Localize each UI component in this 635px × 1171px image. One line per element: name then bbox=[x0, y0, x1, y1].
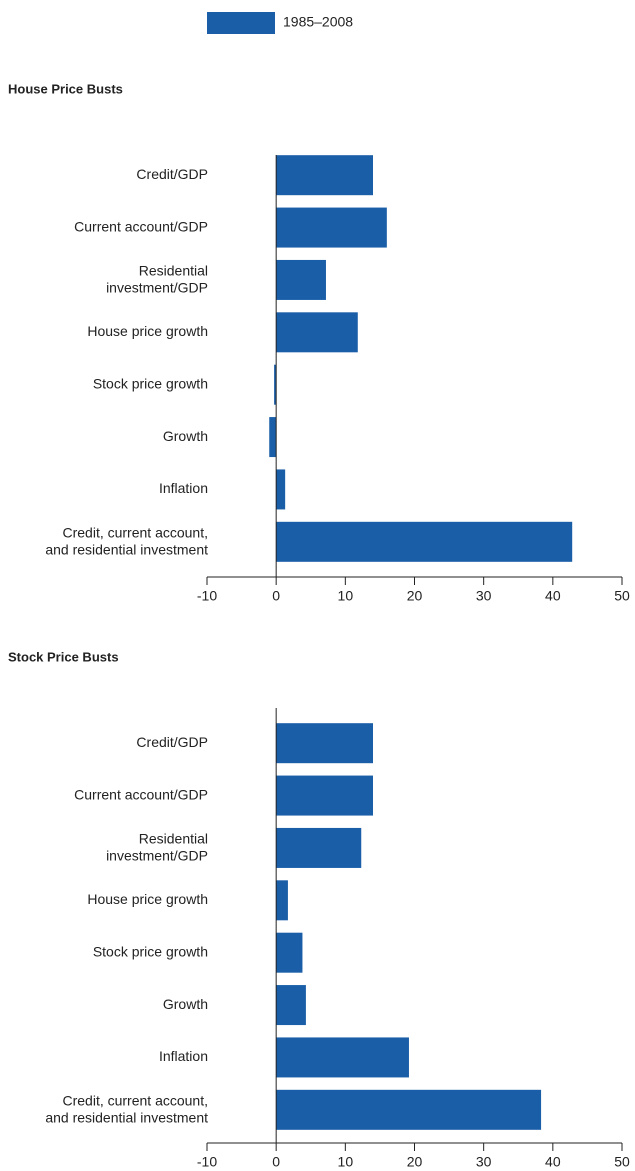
x-tick-label: 20 bbox=[407, 1154, 423, 1170]
bar bbox=[276, 1037, 409, 1078]
x-tick-label: 10 bbox=[338, 588, 354, 604]
x-tick-label: 50 bbox=[614, 588, 630, 604]
legend-swatch bbox=[207, 12, 275, 34]
bar bbox=[276, 985, 306, 1026]
x-tick-label: 0 bbox=[272, 588, 280, 604]
chart-title: Stock Price Busts bbox=[8, 649, 119, 664]
bar bbox=[269, 417, 277, 458]
y-tick-label: Current account/GDP bbox=[74, 786, 208, 802]
x-tick-label: 30 bbox=[476, 1154, 492, 1170]
bar bbox=[276, 207, 387, 248]
y-tick-label: Stock price growth bbox=[93, 943, 208, 959]
x-tick-label: 40 bbox=[545, 588, 561, 604]
x-tick-label: 40 bbox=[545, 1154, 561, 1170]
y-tick-label: Residential investment/GDP bbox=[106, 830, 208, 863]
x-tick-label: 30 bbox=[476, 588, 492, 604]
bar bbox=[276, 723, 373, 764]
y-tick-label: Growth bbox=[163, 996, 208, 1012]
y-tick-label: Growth bbox=[163, 428, 208, 444]
y-tick-label: Inflation bbox=[159, 480, 208, 496]
bar bbox=[276, 775, 373, 816]
x-tick-label: 50 bbox=[614, 1154, 630, 1170]
y-tick-label: Credit/GDP bbox=[136, 166, 208, 182]
legend-label: 1985–2008 bbox=[283, 14, 353, 30]
bar bbox=[276, 932, 303, 973]
bar bbox=[276, 521, 573, 562]
x-tick-label: -10 bbox=[197, 1154, 217, 1170]
bar bbox=[276, 880, 288, 921]
y-tick-label: House price growth bbox=[87, 891, 208, 907]
bar bbox=[276, 827, 362, 868]
y-tick-label: Current account/GDP bbox=[74, 218, 208, 234]
y-tick-label: Credit, current account, and residential … bbox=[45, 1092, 208, 1125]
bar bbox=[276, 259, 326, 300]
bar bbox=[274, 364, 277, 405]
bar bbox=[276, 1089, 542, 1130]
x-tick-label: 10 bbox=[338, 1154, 354, 1170]
y-tick-label: Stock price growth bbox=[93, 375, 208, 391]
x-tick-label: -10 bbox=[197, 588, 217, 604]
x-tick-label: 0 bbox=[272, 1154, 280, 1170]
x-tick-label: 20 bbox=[407, 588, 423, 604]
y-tick-label: Credit, current account, and residential … bbox=[45, 524, 208, 557]
y-tick-label: Inflation bbox=[159, 1048, 208, 1064]
bar bbox=[276, 312, 358, 353]
y-tick-label: Credit/GDP bbox=[136, 734, 208, 750]
bar bbox=[276, 469, 286, 510]
y-tick-label: House price growth bbox=[87, 323, 208, 339]
chart-title: House Price Busts bbox=[8, 81, 123, 96]
bar bbox=[276, 155, 373, 196]
y-tick-label: Residential investment/GDP bbox=[106, 262, 208, 295]
